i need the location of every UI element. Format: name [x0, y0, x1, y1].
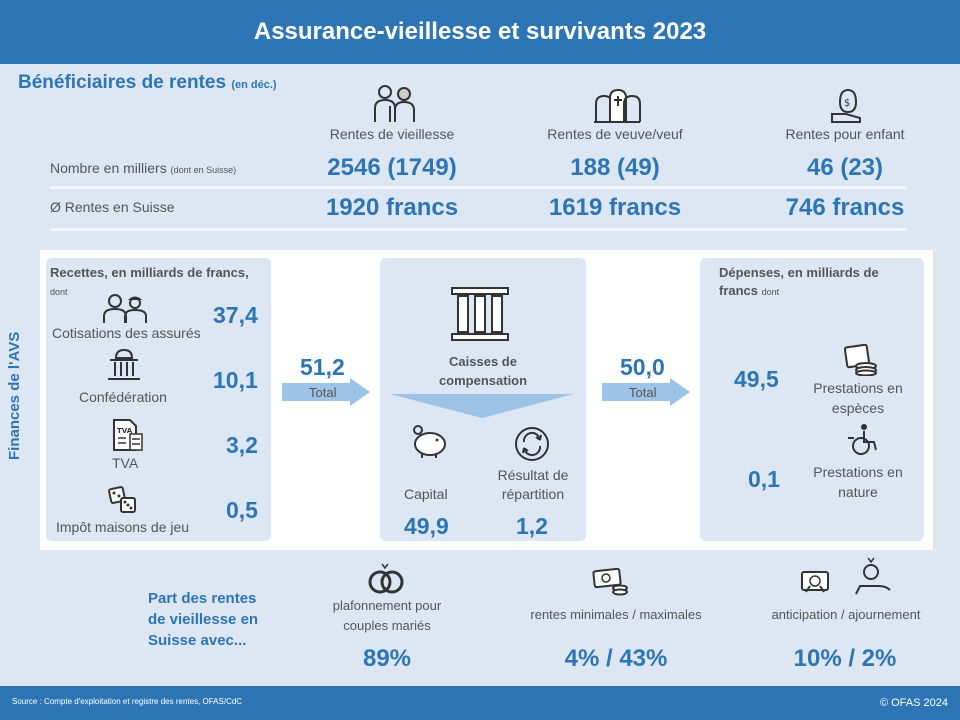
- beneficiaries-title: Bénéficiaires de rentes (en déc.): [18, 72, 277, 94]
- income-label-casino: Impôt maisons de jeu: [56, 519, 190, 535]
- income-panel: [46, 258, 271, 541]
- share-value-anticipation: 10% / 2%: [793, 645, 897, 672]
- rings-icon: [366, 562, 406, 596]
- page-title: Assurance-vieillesse et survivants 2023: [253, 18, 707, 45]
- income-value-tva: 3,2: [226, 432, 258, 458]
- piggy-bank-icon: [408, 424, 448, 460]
- expense-arrow: [602, 378, 690, 406]
- footer-source: Source : Compte d'exploitation et regist…: [12, 697, 243, 706]
- row-label-count: Nombre en milliers (dont en Suisse): [50, 160, 236, 176]
- income-value-casino: 0,5: [226, 497, 258, 523]
- gravestones-icon: [592, 86, 642, 124]
- amount-child: 746 francs: [785, 194, 905, 221]
- capital-label: Capital: [404, 486, 448, 502]
- share-label-anticipation: anticipation / ajournement: [771, 607, 921, 622]
- capital-value: 49,9: [404, 513, 449, 539]
- expense-label-cash: Prestations en espèces: [813, 380, 903, 416]
- expense-value-cash: 49,5: [734, 366, 779, 392]
- share-value-cap: 89%: [362, 645, 412, 672]
- cycle-arrows-icon: [514, 426, 550, 462]
- expense-title-note: dont: [761, 287, 780, 297]
- calendar-coin-icon: [800, 556, 896, 598]
- col-label-old-age: Rentes de vieillesse: [329, 126, 455, 142]
- elderly-couple-icon: [370, 82, 418, 124]
- row-label-amount: Ø Rentes en Suisse: [50, 199, 175, 215]
- income-title-text: Recettes, en milliards de francs,: [50, 265, 249, 280]
- share-label-minmax: rentes minimales / maximales: [530, 607, 702, 622]
- coins-stack-icon: [842, 344, 878, 376]
- income-label-tva: TVA: [112, 455, 139, 471]
- income-title-note: dont: [50, 287, 68, 297]
- beneficiaries-title-note: (en déc.): [231, 79, 277, 91]
- wheelchair-icon: [846, 422, 880, 456]
- income-total-label: Total: [309, 385, 337, 400]
- income-total-value: 51,2: [300, 354, 345, 380]
- income-label-contributions: Cotisations des assurés: [52, 325, 201, 341]
- col-label-child: Rentes pour enfant: [785, 126, 905, 142]
- income-label-confederation: Confédération: [79, 389, 167, 405]
- amount-widow: 1619 francs: [548, 194, 682, 221]
- income-value-confederation: 10,1: [213, 367, 258, 393]
- row-separator: [50, 228, 907, 231]
- count-child: 46 (23): [806, 154, 884, 181]
- income-arrow: [282, 378, 370, 406]
- federal-building-icon: [106, 348, 142, 382]
- expense-value-kind: 0,1: [748, 466, 780, 492]
- result-value: 1,2: [516, 513, 548, 539]
- svg-text:TVA: TVA: [117, 427, 133, 435]
- banknotes-coins-icon: [592, 566, 628, 598]
- dice-icon: [108, 486, 138, 516]
- result-label: Résultat de répartition: [497, 467, 569, 502]
- svg-text:$: $: [844, 98, 850, 109]
- tva-document-icon: TVA: [112, 418, 144, 452]
- income-title: Recettes, en milliards de francs, dont: [50, 264, 265, 301]
- col-label-widow: Rentes de veuve/veuf: [547, 126, 683, 142]
- expense-total-value: 50,0: [620, 354, 665, 380]
- share-title: Part des rentes de vieillesse en Suisse …: [148, 590, 259, 649]
- expense-title-text: Dépenses, en milliards de francs: [719, 265, 879, 298]
- finances-side-label: Finances de l'AVS: [6, 331, 23, 460]
- expense-total-label: Total: [629, 385, 657, 400]
- amount-old-age: 1920 francs: [325, 194, 459, 221]
- count-widow: 188 (49): [570, 154, 660, 181]
- row-separator: [50, 186, 907, 189]
- share-label-cap: plafonnement pour couples mariés: [332, 598, 442, 633]
- beneficiaries-title-text: Bénéficiaires de rentes: [18, 72, 227, 93]
- row-count-note: (dont en Suisse): [170, 165, 237, 175]
- expense-label-kind: Prestations en nature: [813, 464, 903, 500]
- hand-money-bag-icon: $: [828, 82, 868, 124]
- income-value-contributions: 37,4: [213, 302, 258, 328]
- center-down-arrow: [390, 394, 574, 418]
- columns-building-icon: [450, 286, 510, 344]
- center-title: Caisses de compensation: [438, 354, 528, 388]
- footer: Source : Compte d'exploitation et regist…: [0, 686, 960, 720]
- share-value-minmax: 4% / 43%: [564, 645, 668, 672]
- row-count-label-text: Nombre en milliers: [50, 160, 167, 176]
- footer-copyright: © OFAS 2024: [879, 697, 948, 709]
- expense-title: Dépenses, en milliards de francs dont: [719, 264, 899, 301]
- workers-icon: [102, 292, 148, 324]
- count-old-age: 2546 (1749): [327, 154, 457, 181]
- expense-panel: [700, 258, 924, 541]
- page-header: Assurance-vieillesse et survivants 2023: [0, 0, 960, 64]
